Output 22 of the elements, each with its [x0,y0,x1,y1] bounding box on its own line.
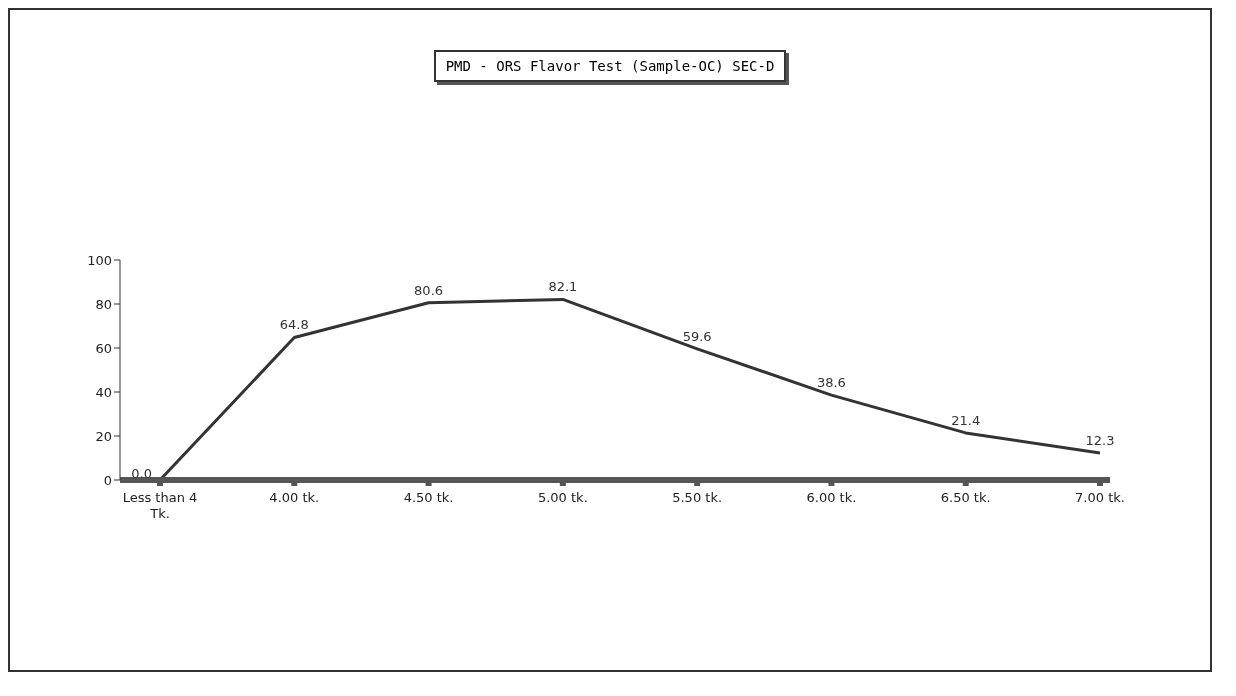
y-tick-label: 80 [95,296,112,312]
x-tick-label: 5.00 tk. [537,490,588,505]
data-label: 21.4 [951,412,981,428]
data-label: 80.6 [414,282,444,298]
x-tick-label: 6.50 tk. [940,490,991,505]
x-tick-label: 6.00 tk. [806,490,857,505]
x-tick-label: 5.50 tk. [672,490,723,505]
y-tick-label: 100 [87,252,112,268]
x-tick-label: 4.00 tk. [269,490,320,505]
data-label: 59.6 [682,328,712,344]
y-tick-label: 0 [103,472,112,488]
x-tick-label: 7.00 tk. [1075,490,1125,505]
y-tick-label: 60 [95,340,112,356]
y-tick-label: 40 [95,384,112,400]
chart-title: PMD - ORS Flavor Test (Sample-OC) SEC-D [433,50,787,82]
data-label: 12.3 [1085,432,1115,448]
data-label: 82.1 [548,279,578,295]
y-tick-label: 20 [95,428,112,444]
x-tick-label: 4.50 tk. [403,490,454,505]
x-tick-label: Less than 4 Tk. [122,490,198,521]
data-label: 64.8 [279,317,309,333]
data-label: 38.6 [816,375,846,391]
